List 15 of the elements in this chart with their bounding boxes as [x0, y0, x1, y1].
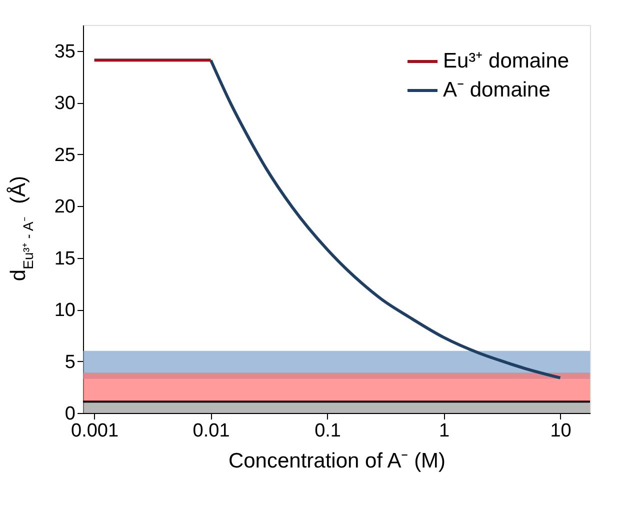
y-tick-label: 25	[54, 144, 76, 166]
x-axis-title: Concentration of A⁻ (M)	[228, 450, 446, 472]
x-tick-label: 0.1	[314, 420, 341, 442]
legend-label: Eu³⁺ domaine	[443, 50, 570, 72]
y-tick-label: 35	[54, 41, 76, 62]
y-tick-label: 20	[54, 196, 76, 218]
legend-label: A⁻ domaine	[443, 78, 550, 102]
y-tick-label: 15	[54, 248, 76, 270]
y-tick-label: 5	[64, 352, 76, 373]
x-tick-label: 1	[438, 420, 450, 442]
y-tick-label: 10	[54, 300, 76, 322]
x-tick-label: 0.01	[192, 420, 230, 442]
y-axis-title: dEu³⁺ - A⁻ (Å)	[6, 176, 36, 282]
y-tick-label: 30	[54, 93, 76, 114]
x-tick-label: 10	[550, 420, 572, 442]
